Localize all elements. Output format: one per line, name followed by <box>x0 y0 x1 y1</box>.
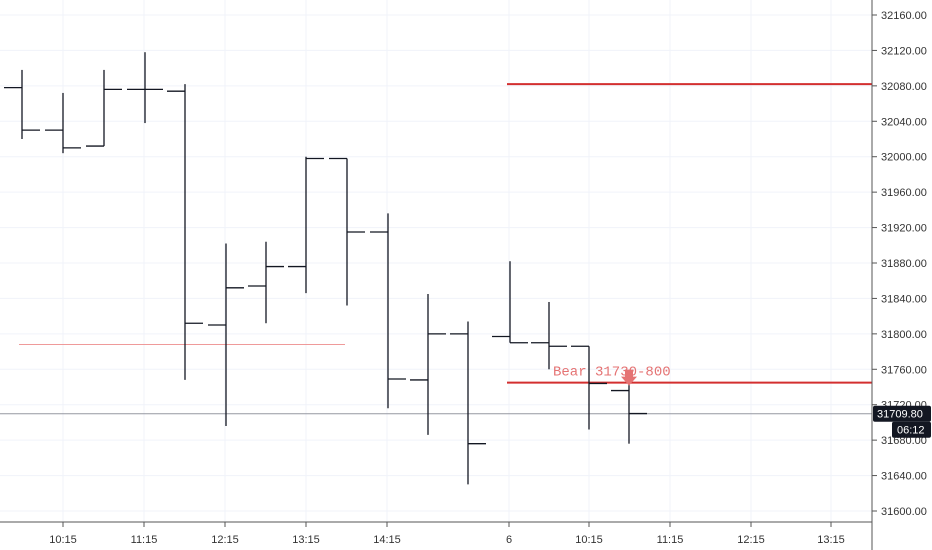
y-tick-label: 31640.00 <box>881 471 927 483</box>
y-tick-label: 31680.00 <box>881 435 927 447</box>
price-axis[interactable]: 31600.0031640.0031680.0031720.0031760.00… <box>871 0 927 550</box>
ohlc-bar <box>492 261 528 344</box>
ohlc-bar <box>248 241 284 324</box>
y-tick-label: 31960.00 <box>881 187 927 199</box>
ohlc-bar <box>45 92 81 154</box>
last-price-badge <box>873 405 931 422</box>
annotation-label: Bear 31730-800 <box>553 365 671 381</box>
x-tick-label: 13:15 <box>817 534 845 546</box>
y-tick-label: 31920.00 <box>881 223 927 235</box>
last-price-label: 31709.80 <box>877 409 923 421</box>
x-tick-label: 13:15 <box>292 534 320 546</box>
y-tick-label: 32080.00 <box>881 81 927 93</box>
x-tick-label: 11:15 <box>657 534 684 546</box>
ohlc-bar <box>370 213 406 409</box>
ohlc-bar <box>329 157 365 306</box>
time-axis[interactable]: 10:15 11:15 12:15 13:15 14:15 6 10:15 11:15 12:1… <box>0 521 872 546</box>
x-tick-label: 10:15 <box>49 534 77 546</box>
ohlc-bar <box>4 69 40 139</box>
grid-lines <box>0 0 872 522</box>
y-tick-label: 31800.00 <box>881 329 927 341</box>
countdown-label: 06:12 <box>897 425 925 437</box>
y-tick-label: 32000.00 <box>881 152 927 164</box>
y-tick-label: 31840.00 <box>881 293 927 305</box>
y-tick-label: 31760.00 <box>881 364 927 376</box>
x-tick-label: 10:15 <box>575 534 603 546</box>
horizontal-levels <box>0 83 872 415</box>
y-tick-label: 32120.00 <box>881 45 927 57</box>
ohlc-bar <box>86 69 122 147</box>
ohlc-bar <box>127 52 163 124</box>
y-tick-label: 32160.00 <box>881 10 927 22</box>
ohlc-bar <box>208 243 244 426</box>
x-tick-label: 14:15 <box>373 534 401 546</box>
ohlc-bar <box>288 156 324 294</box>
x-tick-label: 6 <box>506 534 512 546</box>
countdown-badge <box>892 421 931 438</box>
ohlc-bar <box>571 345 607 430</box>
down-arrow-icon <box>621 369 637 386</box>
last-price-group: 31709.80 06:12 <box>873 405 931 438</box>
ohlc-bars <box>4 52 647 485</box>
x-tick-label: 11:15 <box>131 534 158 546</box>
y-tick-label: 31880.00 <box>881 258 927 270</box>
ohlc-bar <box>410 294 446 435</box>
ohlc-bar <box>450 321 486 485</box>
ohlc-bar <box>167 84 203 380</box>
ohlc-bar <box>531 301 567 370</box>
x-tick-label: 12:15 <box>211 534 239 546</box>
ohlc-bar <box>611 376 647 444</box>
y-tick-label: 31600.00 <box>881 506 927 518</box>
x-tick-label: 12:15 <box>737 534 765 546</box>
annotation-group: Bear 31730-800 <box>553 365 671 386</box>
y-tick-label: 32040.00 <box>881 116 927 128</box>
